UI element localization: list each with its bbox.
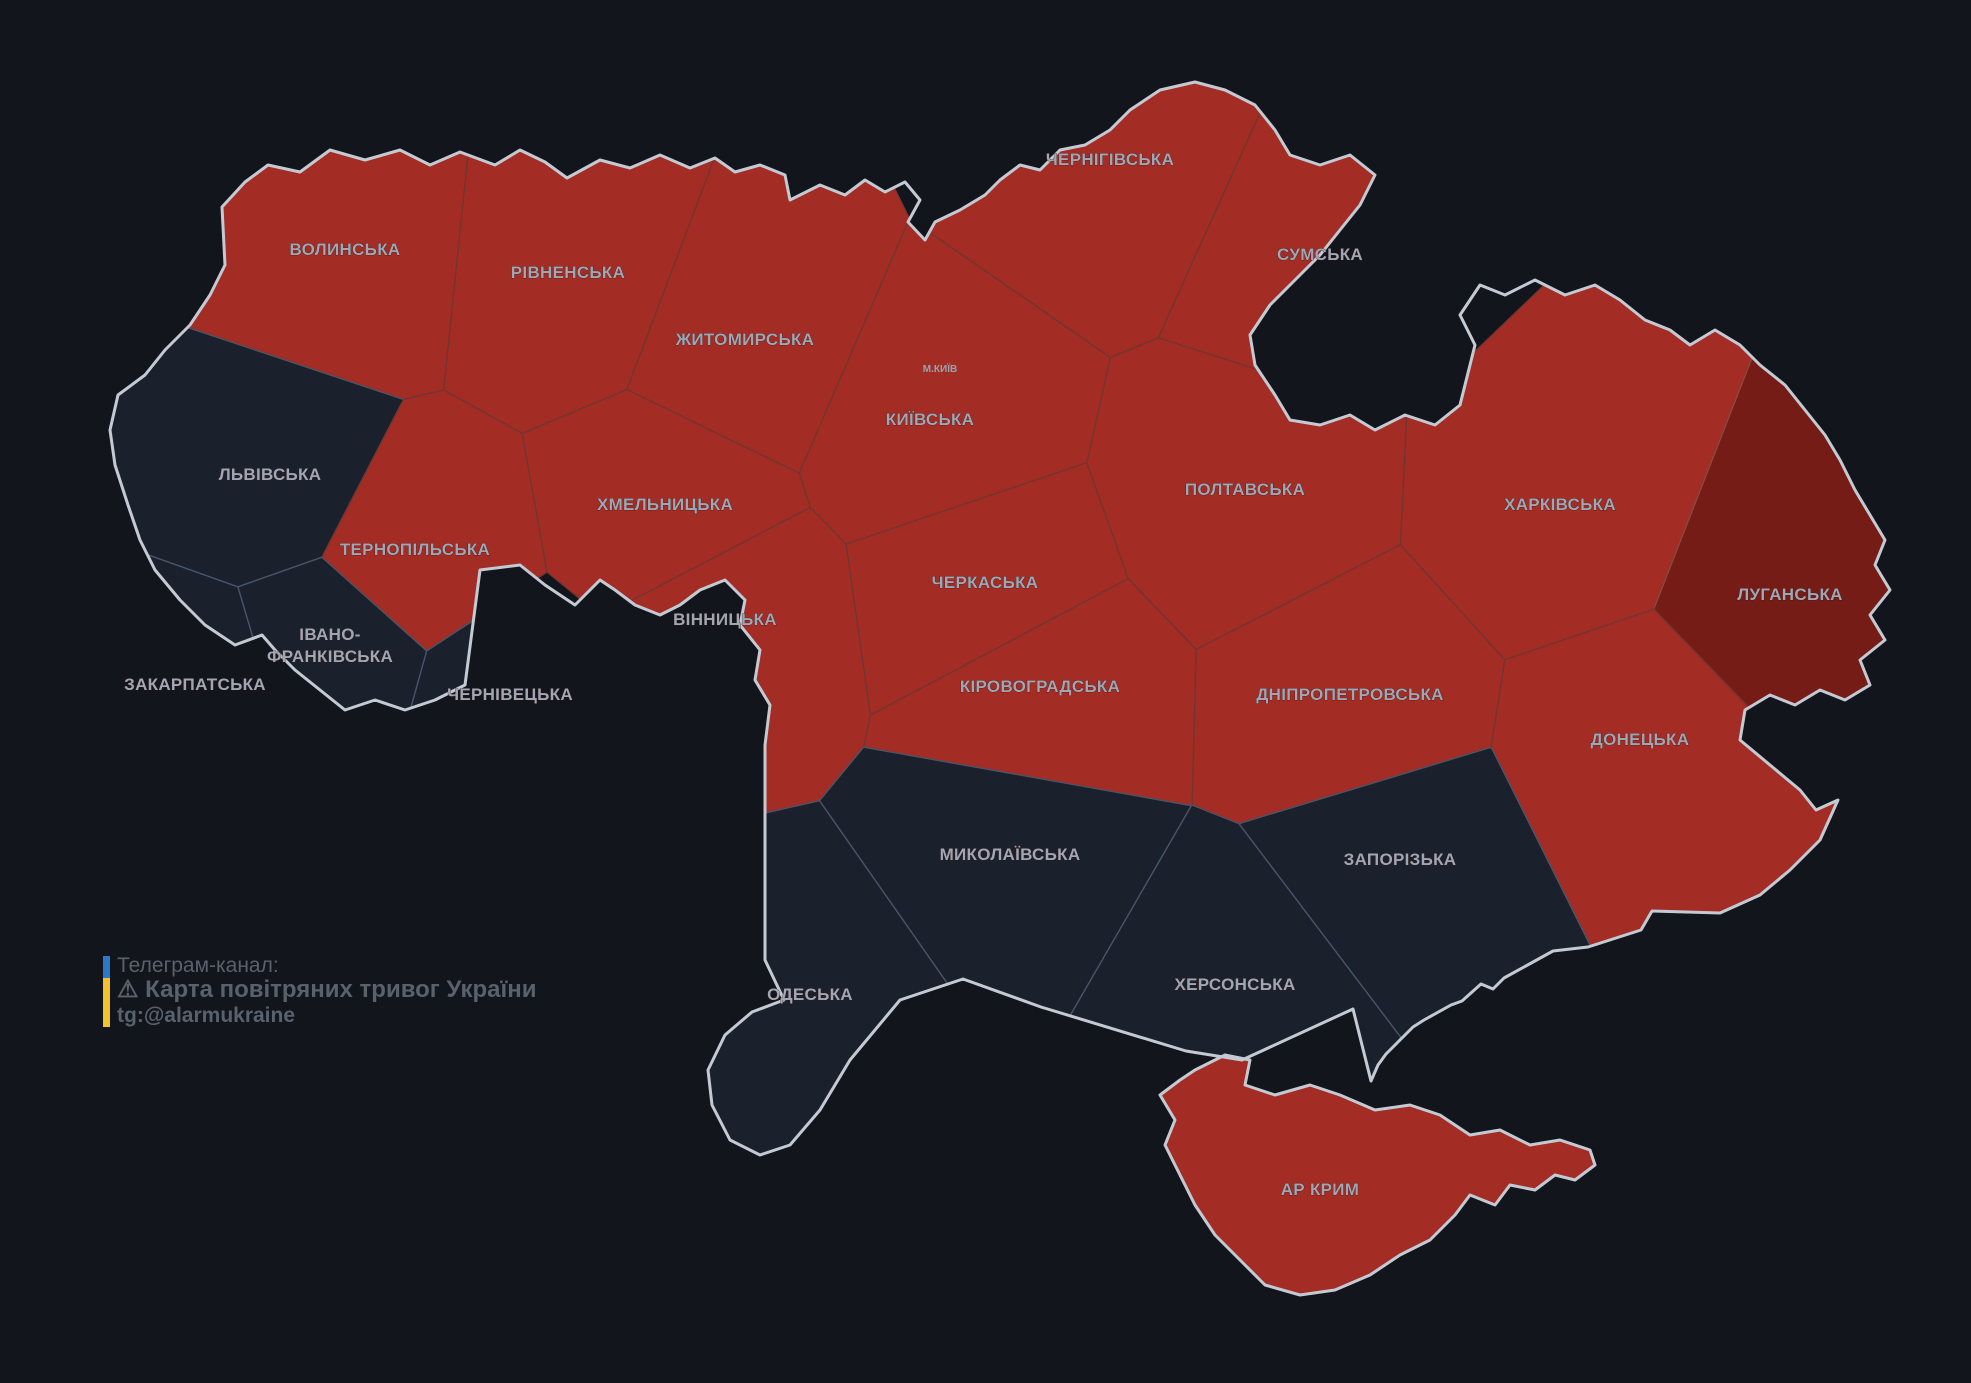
svg-text:ОДЕСЬКА: ОДЕСЬКА xyxy=(767,985,853,1004)
svg-text:ХАРКІВСЬКА: ХАРКІВСЬКА xyxy=(1504,495,1616,514)
svg-text:ВІННИЦЬКА: ВІННИЦЬКА xyxy=(673,610,777,629)
svg-text:ІВАНО-: ІВАНО- xyxy=(299,625,360,644)
svg-text:ВОЛИНСЬКА: ВОЛИНСЬКА xyxy=(290,240,401,259)
svg-text:ХЕРСОНСЬКА: ХЕРСОНСЬКА xyxy=(1174,975,1295,994)
svg-text:ЧЕРНІГІВСЬКА: ЧЕРНІГІВСЬКА xyxy=(1046,150,1174,169)
svg-text:АР КРИМ: АР КРИМ xyxy=(1281,1180,1360,1199)
svg-text:ЛЬВІВСЬКА: ЛЬВІВСЬКА xyxy=(219,465,322,484)
svg-text:КИЇВСЬКА: КИЇВСЬКА xyxy=(886,410,974,429)
svg-text:ЧЕРНІВЕЦЬКА: ЧЕРНІВЕЦЬКА xyxy=(447,685,573,704)
svg-text:СУМСЬКА: СУМСЬКА xyxy=(1277,245,1363,264)
svg-text:МИКОЛАЇВСЬКА: МИКОЛАЇВСЬКА xyxy=(940,845,1081,864)
svg-text:Телеграм-канал:: Телеграм-канал: xyxy=(117,954,279,977)
svg-text:ДОНЕЦЬКА: ДОНЕЦЬКА xyxy=(1591,730,1690,749)
svg-text:РІВНЕНСЬКА: РІВНЕНСЬКА xyxy=(511,263,625,282)
svg-text:КІРОВОГРАДСЬКА: КІРОВОГРАДСЬКА xyxy=(960,677,1120,696)
svg-text:ПОЛТАВСЬКА: ПОЛТАВСЬКА xyxy=(1185,480,1305,499)
svg-text:ЗАКАРПАТСЬКА: ЗАКАРПАТСЬКА xyxy=(124,675,266,694)
svg-text:ФРАНКІВСЬКА: ФРАНКІВСЬКА xyxy=(267,647,393,666)
svg-text:tg:@alarmukraine: tg:@alarmukraine xyxy=(117,1004,295,1027)
svg-text:⚠ Карта повітряних тривог Укра: ⚠ Карта повітряних тривог України xyxy=(117,976,537,1003)
svg-text:ЖИТОМИРСЬКА: ЖИТОМИРСЬКА xyxy=(675,330,815,349)
svg-text:ХМЕЛЬНИЦЬКА: ХМЕЛЬНИЦЬКА xyxy=(597,495,733,514)
svg-text:ЛУГАНСЬКА: ЛУГАНСЬКА xyxy=(1737,585,1842,604)
svg-text:М.КИЇВ: М.КИЇВ xyxy=(923,362,957,375)
svg-text:ТЕРНОПІЛЬСЬКА: ТЕРНОПІЛЬСЬКА xyxy=(340,540,490,559)
svg-text:ДНІПРОПЕТРОВСЬКА: ДНІПРОПЕТРОВСЬКА xyxy=(1256,685,1444,704)
svg-text:ЗАПОРІЗЬКА: ЗАПОРІЗЬКА xyxy=(1344,850,1457,869)
svg-text:ЧЕРКАСЬКА: ЧЕРКАСЬКА xyxy=(932,573,1039,592)
